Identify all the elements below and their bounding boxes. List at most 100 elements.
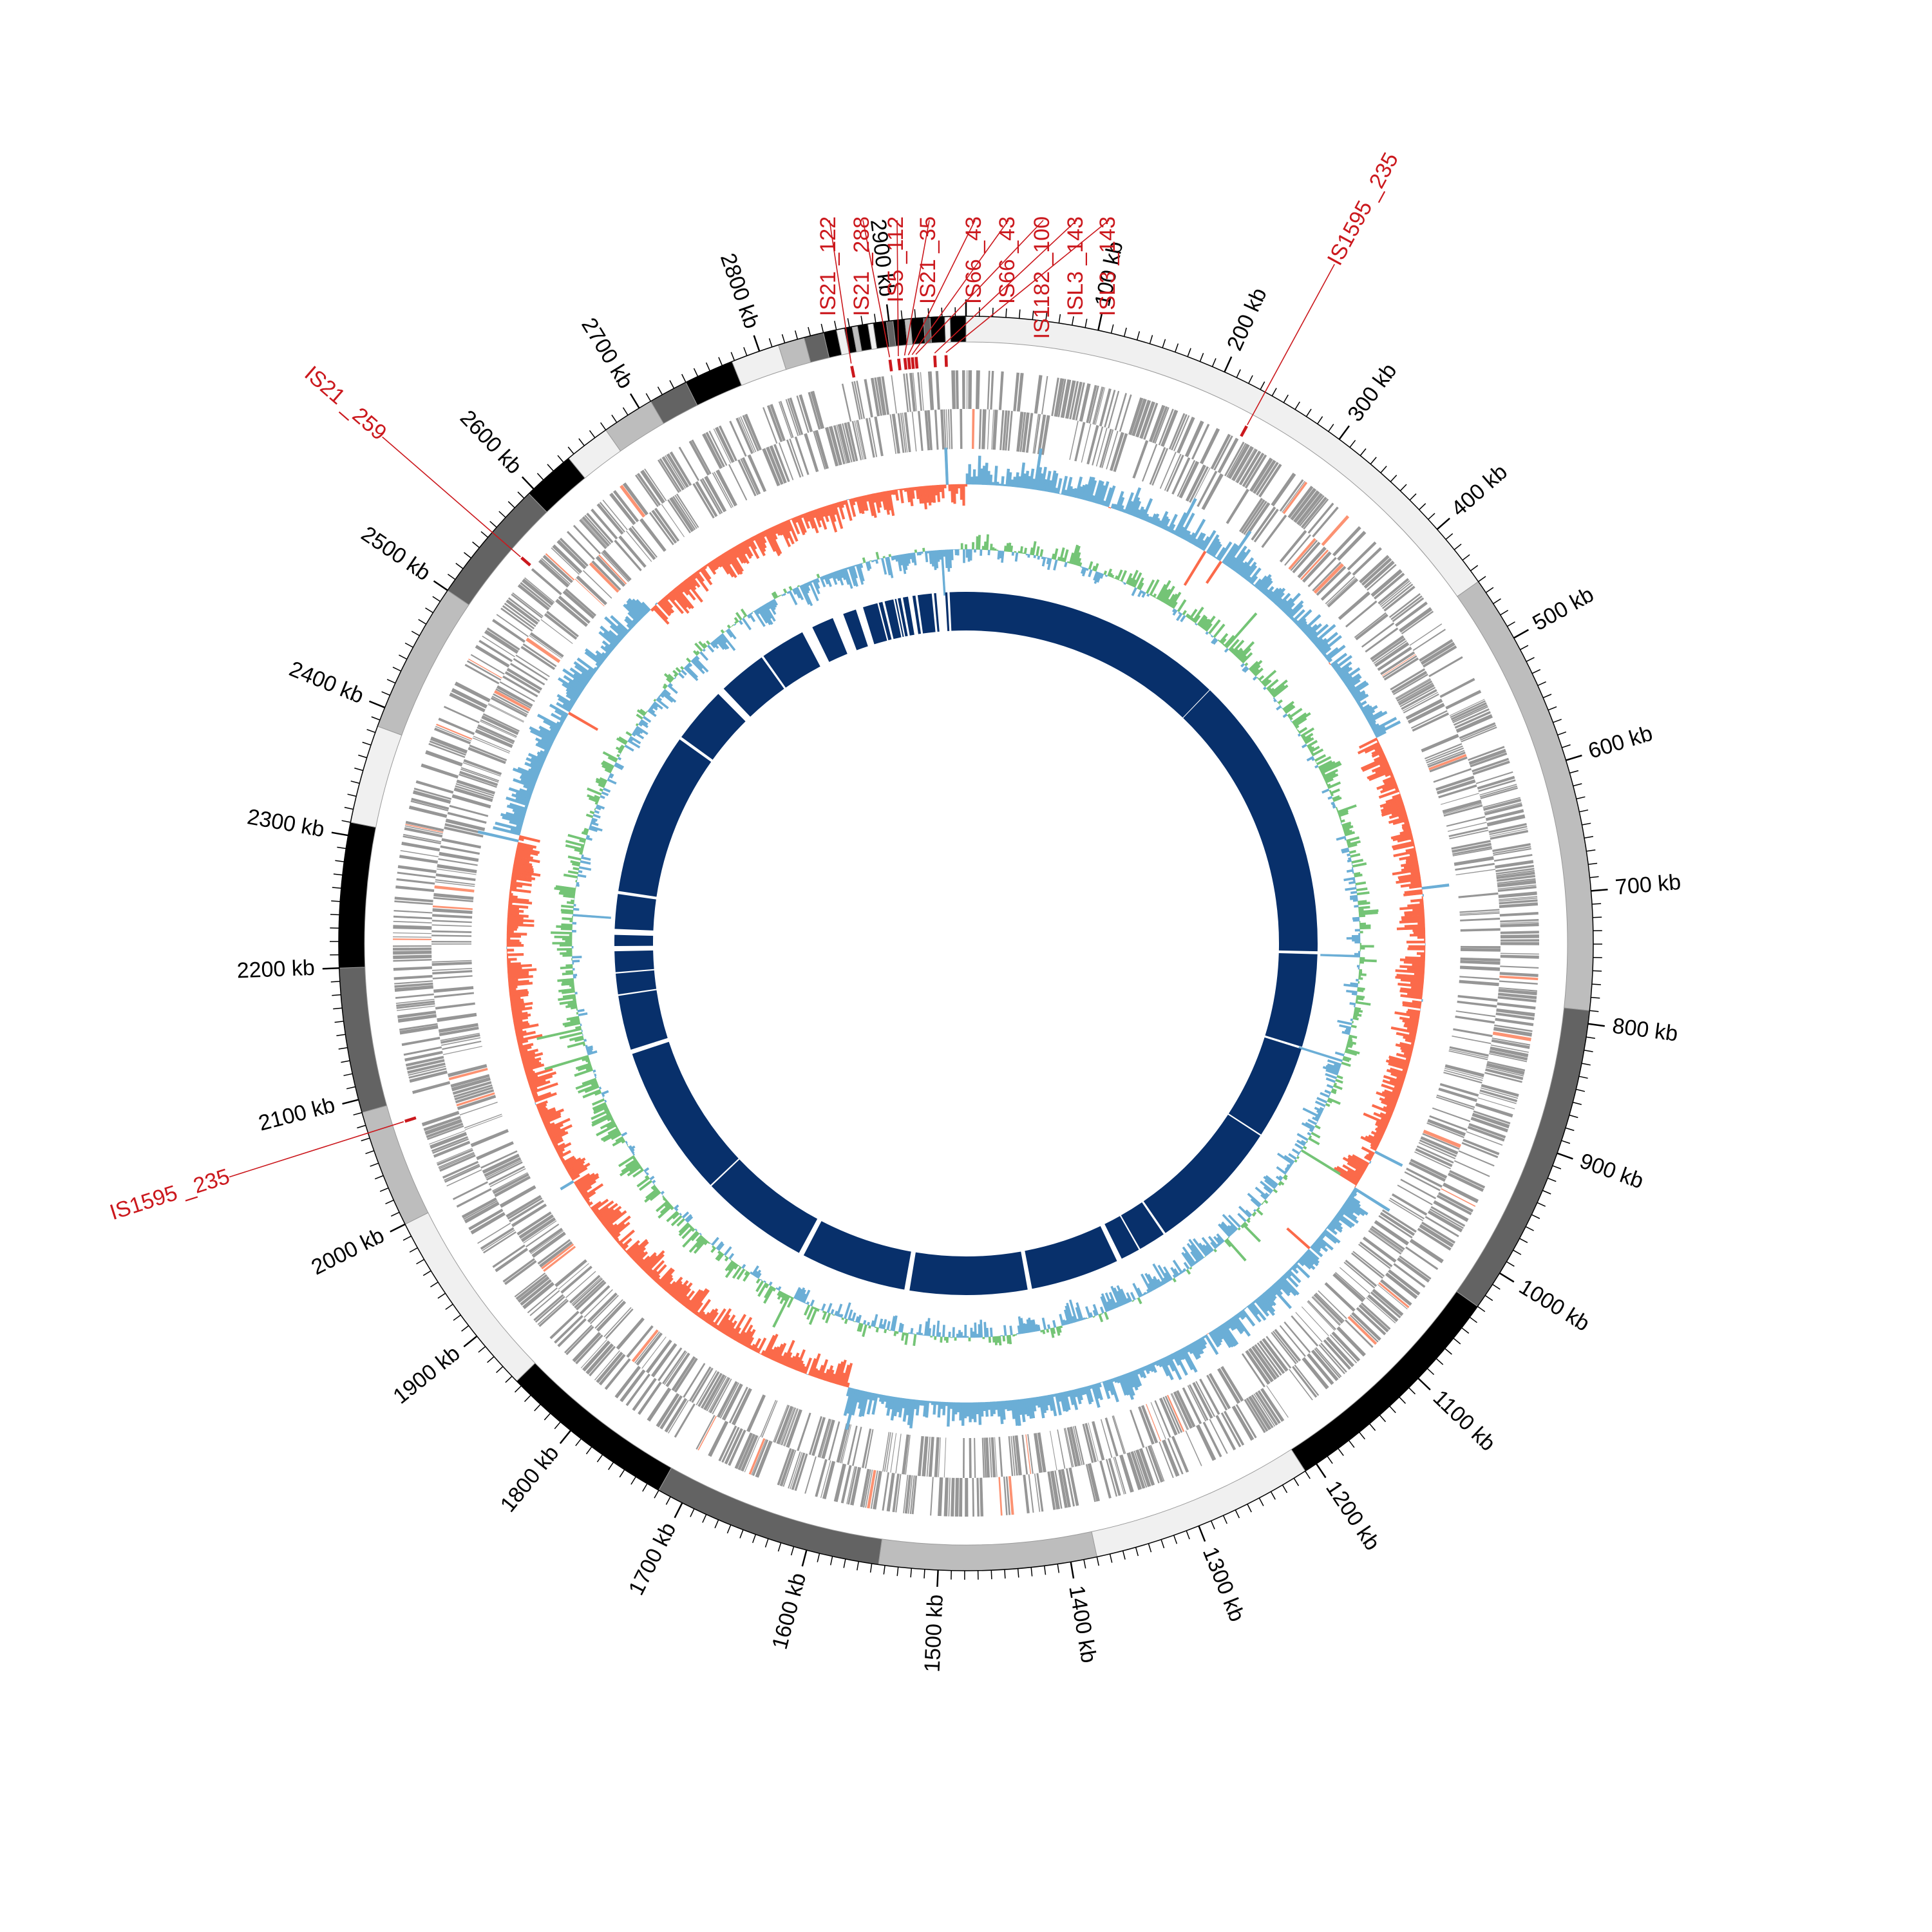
major-tick — [1513, 629, 1530, 639]
cds-feature — [1454, 1160, 1490, 1177]
cds-feature — [1185, 1430, 1202, 1466]
cds-feature — [889, 414, 896, 454]
homology-block-ring — [614, 592, 1318, 1296]
scale-label: 1900 kb — [388, 1341, 464, 1408]
cds-feature — [1407, 703, 1445, 724]
cds-feature — [529, 632, 564, 658]
is-element-callout: ISL3 _143 — [934, 216, 1088, 354]
minor-tick — [335, 860, 345, 862]
cds-feature — [480, 719, 517, 737]
cds-feature — [796, 395, 810, 433]
cds-feature — [784, 1408, 799, 1446]
cds-feature — [1245, 1350, 1271, 1385]
cds-feature — [1373, 640, 1407, 664]
minor-tick — [1032, 310, 1034, 320]
cds-feature — [1379, 1211, 1416, 1236]
cds-feature — [512, 592, 544, 617]
cds-feature — [1249, 457, 1273, 493]
minor-tick — [472, 541, 480, 548]
is-element-marker — [933, 355, 937, 368]
cds-feature — [614, 1365, 641, 1399]
is-element-marker — [897, 358, 902, 371]
cds-feature — [1460, 957, 1501, 961]
cds-feature — [1171, 1435, 1189, 1473]
cds-feature — [440, 845, 480, 855]
minor-tick — [346, 1086, 355, 1090]
is-element-marker — [903, 357, 908, 370]
minor-tick — [1043, 1566, 1046, 1575]
cds-feature — [902, 412, 908, 453]
cds-feature — [1187, 1385, 1207, 1422]
cds-feature — [1487, 1061, 1526, 1072]
cds-feature — [1453, 1028, 1493, 1037]
minor-tick — [1270, 1491, 1276, 1500]
cds-feature — [1061, 1468, 1071, 1508]
cds-feature — [1108, 390, 1120, 429]
cds-feature — [874, 377, 883, 416]
scale-label: 2000 kb — [307, 1223, 388, 1280]
cds-feature — [905, 1435, 911, 1475]
cds-feature — [717, 1381, 738, 1418]
cds-feature — [431, 924, 472, 927]
cds-feature — [520, 645, 556, 670]
cds-feature — [421, 763, 459, 779]
cds-feature — [1459, 976, 1500, 980]
cds-feature — [1149, 447, 1166, 485]
cds-feature — [1113, 433, 1128, 473]
cds-feature — [897, 413, 905, 453]
minor-tick — [764, 1539, 769, 1548]
cds-feature — [1279, 1325, 1306, 1357]
minor-tick — [693, 368, 699, 377]
cds-feature — [399, 1025, 439, 1035]
homology-block-8 — [909, 1251, 1028, 1296]
cds-feature — [701, 478, 723, 514]
minor-tick — [1390, 475, 1397, 482]
homology-block-5 — [1121, 1202, 1164, 1249]
scale-label: 2200 kb — [236, 956, 315, 983]
minor-tick — [681, 374, 687, 383]
cds-feature — [443, 1046, 482, 1056]
major-tick — [1591, 888, 1608, 892]
cds-feature — [1272, 1331, 1299, 1363]
cds-feature — [636, 1332, 663, 1366]
cds-feature — [1452, 704, 1488, 722]
cds-feature — [1110, 431, 1124, 471]
cds-feature — [1388, 592, 1421, 618]
cds-feature — [1448, 1050, 1488, 1061]
cds-feature — [786, 1409, 802, 1448]
cds-feature — [528, 1227, 564, 1254]
cds-feature — [431, 934, 472, 937]
cds-feature — [994, 1437, 998, 1477]
cds-feature — [1459, 912, 1500, 916]
cds-feature — [1241, 1353, 1265, 1388]
cds-feature — [744, 413, 762, 451]
cds-feature — [1220, 1412, 1242, 1448]
cds-feature — [552, 544, 583, 574]
cds-feature — [408, 1068, 447, 1079]
cds-feature — [1126, 1452, 1142, 1490]
homology-block-30 — [917, 593, 936, 634]
cds-feature — [1297, 546, 1327, 579]
cds-feature — [1484, 1072, 1522, 1083]
cds-feature — [544, 612, 578, 640]
cds-feature — [1360, 1302, 1391, 1331]
cds-feature — [1358, 1304, 1389, 1333]
cds-feature — [460, 768, 499, 783]
cds-feature — [1255, 1392, 1278, 1426]
minor-tick — [847, 318, 850, 328]
cds-feature — [1410, 710, 1448, 729]
is-element-callout: IS21 _259 — [299, 361, 521, 558]
cds-feature — [1455, 862, 1495, 871]
cds-feature — [895, 1434, 902, 1473]
cds-feature — [1171, 1393, 1189, 1430]
cds-feature — [488, 704, 524, 723]
minor-tick — [589, 430, 596, 439]
cds-feature — [688, 1366, 712, 1402]
cds-feature — [1428, 753, 1467, 771]
cds-feature — [1271, 1332, 1297, 1365]
cds-feature — [902, 1434, 910, 1475]
cds-feature — [1477, 1097, 1515, 1110]
cds-feature — [468, 1208, 504, 1231]
minor-tick — [362, 741, 372, 746]
cds-feature — [1334, 1272, 1366, 1300]
